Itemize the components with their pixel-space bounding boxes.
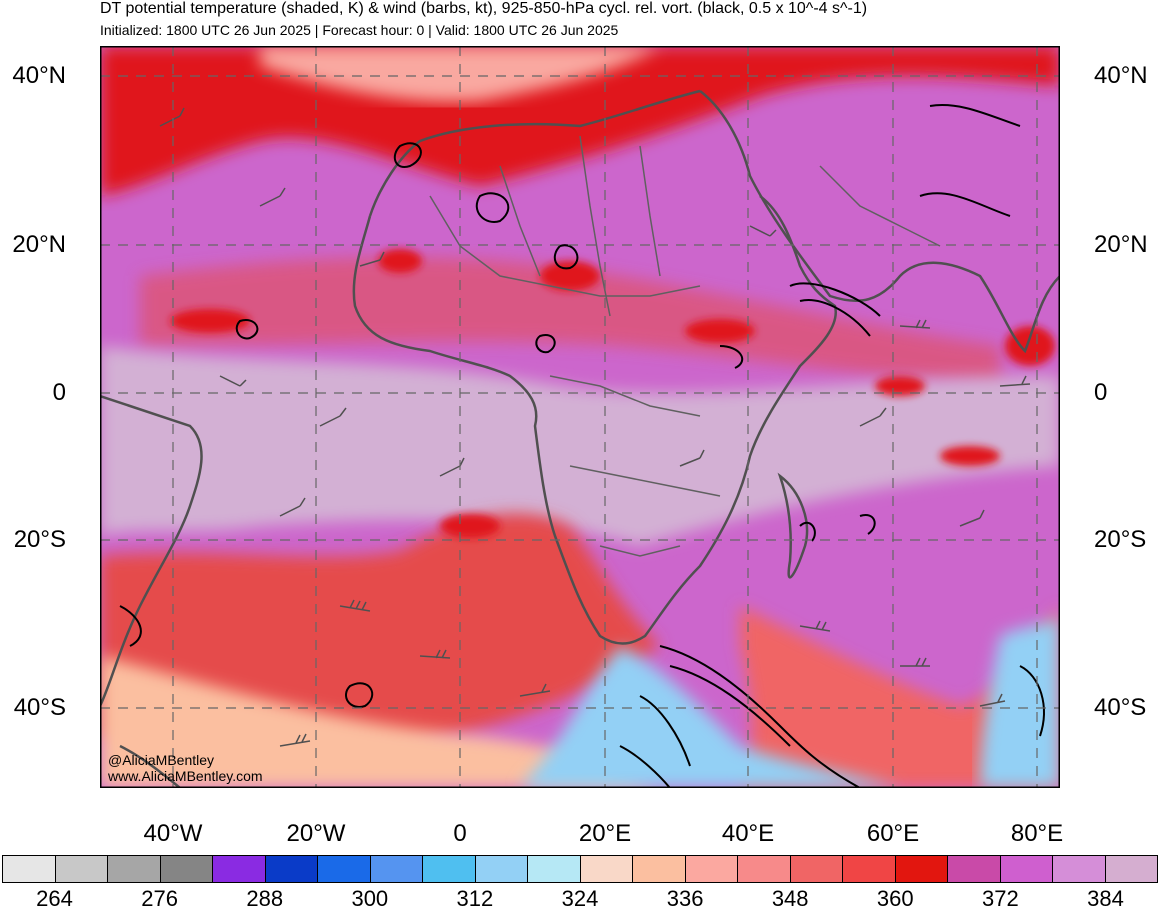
map-frame <box>100 46 1060 788</box>
lat-label-40n-left: 40°N <box>12 62 66 89</box>
colorbar-swatch <box>265 856 318 882</box>
map-title: DT potential temperature (shaded, K) & w… <box>100 0 868 17</box>
colorbar-label: 300 <box>351 886 389 911</box>
coastlines <box>100 89 1060 788</box>
colorbar-swatch <box>55 856 108 882</box>
lat-label-20s-left: 20°S <box>13 526 66 553</box>
lat-label-20s-right: 20°S <box>1094 526 1147 553</box>
shade-cold-southeast <box>980 616 1060 788</box>
colorbar-swatch <box>948 856 1001 882</box>
colorbar-swatch <box>108 856 161 882</box>
lon-label-20e: 20°E <box>578 820 632 847</box>
colorbar-swatch <box>843 856 896 882</box>
lat-label-20n-left: 20°N <box>12 231 66 258</box>
shade-cold-south <box>520 646 900 788</box>
credit-site: www.AliciaMBentley.com <box>108 768 263 784</box>
colorbar-label: 312 <box>456 886 494 911</box>
shade-indian-warm <box>740 606 1060 788</box>
colorbar-label: 360 <box>876 886 914 911</box>
wind-barbs <box>159 107 1031 747</box>
colorbar-swatch <box>528 856 581 882</box>
coast-north-africa <box>368 89 701 217</box>
colorbar-swatch <box>370 856 423 882</box>
colorbar-swatch <box>790 856 843 882</box>
lat-label-40s-right: 40°S <box>1094 694 1147 721</box>
colorbar-swatch <box>3 856 56 882</box>
lat-label-eq-left: 0 <box>52 379 66 406</box>
colorbar-swatch <box>423 856 476 882</box>
lon-label-40e: 40°E <box>721 820 775 847</box>
coast-arabia-india <box>699 90 1060 354</box>
shading-layer <box>100 46 1060 788</box>
colorbar-label: 288 <box>246 886 284 911</box>
colorbar-label: 372 <box>982 886 1019 911</box>
shade-south-atlantic-cool <box>100 656 660 788</box>
colorbar <box>2 855 1158 883</box>
map-panel[interactable]: @AliciaMBentley www.AliciaMBentley.com <box>100 46 1060 788</box>
graticule <box>100 46 1060 788</box>
colorbar-label: 384 <box>1087 886 1124 911</box>
lon-label-20w: 20°W <box>286 820 346 847</box>
lat-label-40s-left: 40°S <box>13 694 66 721</box>
colorbar-swatch <box>160 856 213 882</box>
coast-southern-tip <box>119 744 181 788</box>
lon-label-80e: 80°E <box>1010 820 1064 847</box>
map-subtitle: Initialized: 1800 UTC 26 Jun 2025 | Fore… <box>100 22 619 38</box>
lat-label-40n-right: 40°N <box>1094 62 1148 89</box>
colorbar-swatch <box>1105 856 1157 882</box>
lat-label-eq-right: 0 <box>1094 379 1108 406</box>
lon-label-0: 0 <box>453 820 467 847</box>
colorbar-label: 336 <box>666 886 704 911</box>
colorbar-swatch <box>633 856 686 882</box>
colorbar-label: 324 <box>561 886 599 911</box>
shade-equatorial <box>100 346 1060 546</box>
colorbar-label: 276 <box>141 886 178 911</box>
coast-south-america <box>100 394 203 707</box>
lon-label-60e: 60°E <box>866 820 920 847</box>
coast-africa <box>352 195 838 645</box>
colorbar-swatch <box>1000 856 1053 882</box>
vorticity-contours <box>119 104 1045 788</box>
colorbar-swatch <box>580 856 633 882</box>
colorbar-swatch <box>685 856 738 882</box>
lon-label-40w: 40°W <box>143 820 203 847</box>
colorbar-swatch <box>895 856 948 882</box>
coast-madagascar <box>777 472 809 579</box>
colorbar-label: 348 <box>771 886 809 911</box>
colorbar-swatch <box>213 856 266 882</box>
shade-hot-patches <box>170 249 1055 538</box>
colorbar-swatch <box>318 856 371 882</box>
colorbar-label: 264 <box>36 886 73 911</box>
colorbar-swatch <box>738 856 791 882</box>
lat-label-20n-right: 20°N <box>1094 231 1148 258</box>
colorbar-swatch <box>1053 856 1106 882</box>
colorbar-swatch <box>475 856 528 882</box>
credit-handle: @AliciaMBentley <box>108 752 215 768</box>
map-canvas <box>100 46 1060 788</box>
